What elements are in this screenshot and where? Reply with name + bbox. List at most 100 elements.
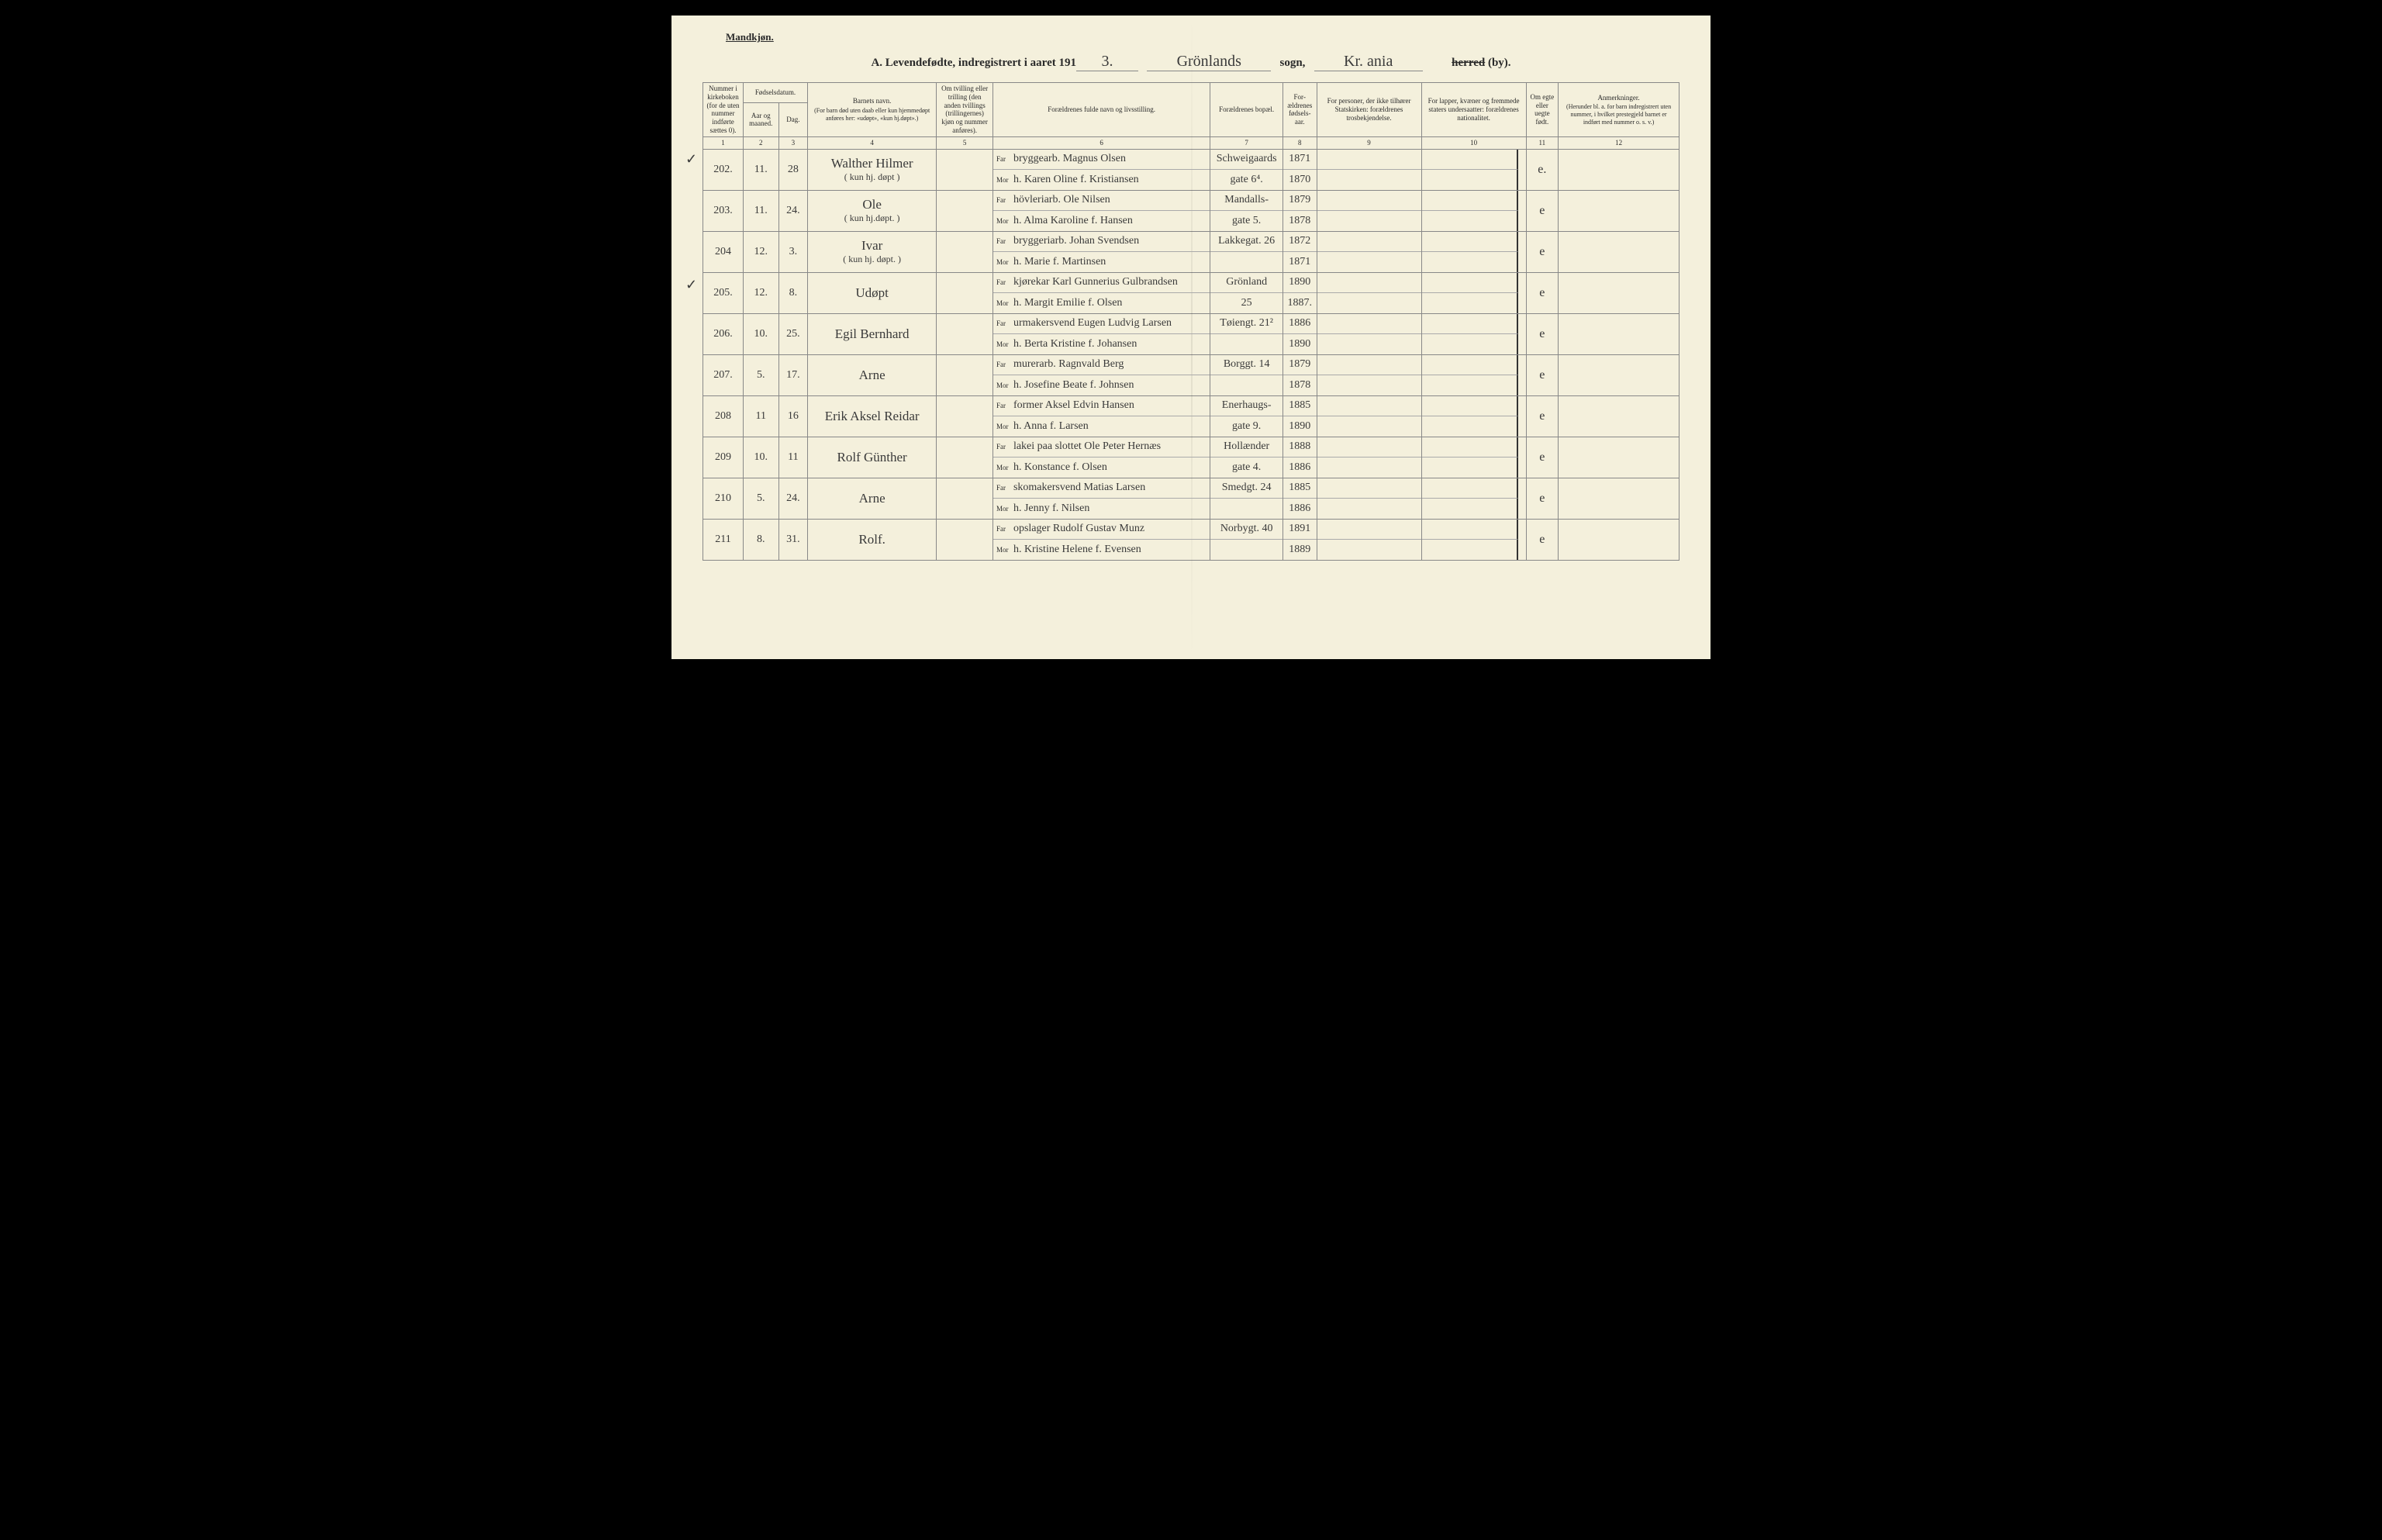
entry-residence: Enerhaugs- gate 9. — [1210, 395, 1282, 437]
entry-child-name: Rolf Günther — [808, 437, 937, 478]
col-header-legitimacy: Om egte eller uegte født. — [1526, 83, 1559, 137]
entry-mother: h. Anna f. Larsen — [1013, 420, 1089, 433]
entry-twin — [937, 519, 993, 560]
entry-legitimacy: e — [1526, 437, 1559, 478]
entry-confession — [1317, 231, 1421, 272]
entry-confession — [1317, 190, 1421, 231]
entry-month: 12. — [743, 272, 778, 313]
entry-parent-years: 1879 1878 — [1282, 354, 1317, 395]
table-row: 207. 5. 17. Arne Farmurerarb. Ragnvald B… — [703, 354, 1679, 395]
entry-remarks — [1559, 478, 1679, 519]
table-row: 211 8. 31. Rolf. Faropslager Rudolf Gust… — [703, 519, 1679, 560]
entry-day: 24. — [778, 190, 807, 231]
entry-parent-years: 1872 1871 — [1282, 231, 1317, 272]
entry-legitimacy: e — [1526, 190, 1559, 231]
entry-legitimacy: e — [1526, 395, 1559, 437]
entry-parent-years: 1885 1886 — [1282, 478, 1317, 519]
label-mor: Mor — [996, 176, 1013, 184]
entry-remarks — [1559, 437, 1679, 478]
entry-residence: Borggt. 14 — [1210, 354, 1282, 395]
entry-parents: Farkjørekar Karl Gunnerius Gulbrandsen M… — [992, 272, 1210, 313]
entry-number: 207. — [703, 354, 744, 395]
entry-twin — [937, 231, 993, 272]
label-mor: Mor — [996, 340, 1013, 348]
entry-father: urmakersvend Eugen Ludvig Larsen — [1013, 317, 1172, 330]
col-header-childname-top: Barnets navn. — [811, 97, 933, 105]
entry-number: 210 — [703, 478, 744, 519]
label-mor: Mor — [996, 258, 1013, 266]
entry-legitimacy: e — [1526, 231, 1559, 272]
colnum-8: 8 — [1282, 136, 1317, 149]
checkmark-icon: ✓ — [685, 277, 697, 293]
entry-nationality — [1421, 231, 1526, 272]
table-row: 209 10. 11 Rolf Günther Farlakei paa slo… — [703, 437, 1679, 478]
table-row: 202. 11. 28 Walther Hilmer ( kun hj. døp… — [703, 149, 1679, 190]
entry-year-mother: 1870 — [1289, 174, 1310, 186]
table-row: 204 12. 3. Ivar ( kun hj. døpt. ) Farbry… — [703, 231, 1679, 272]
entry-confession — [1317, 149, 1421, 190]
table-row: 208 11 16 Erik Aksel Reidar Farformer Ak… — [703, 395, 1679, 437]
entry-nationality — [1421, 437, 1526, 478]
entry-nationality — [1421, 519, 1526, 560]
label-far: Far — [996, 402, 1013, 409]
entry-remarks — [1559, 231, 1679, 272]
entry-residence: Hollænder gate 4. — [1210, 437, 1282, 478]
entry-father: lakei paa slottet Ole Peter Hernæs — [1013, 440, 1161, 453]
entry-twin — [937, 354, 993, 395]
entry-number: 211 — [703, 519, 744, 560]
entry-mother: h. Alma Karoline f. Hansen — [1013, 215, 1133, 227]
col-header-remarks: Anmerkninger. (Herunder bl. a. for barn … — [1559, 83, 1679, 137]
colnum-3: 3 — [778, 136, 807, 149]
entry-year-father: 1886 — [1289, 317, 1310, 330]
label-mor: Mor — [996, 382, 1013, 389]
label-far: Far — [996, 278, 1013, 286]
entry-nationality — [1421, 313, 1526, 354]
label-far: Far — [996, 525, 1013, 533]
entry-month: 10. — [743, 313, 778, 354]
register-page: Mandkjøn. A. Levendefødte, indregistrert… — [671, 16, 1711, 659]
col-header-remarks-sub: (Herunder bl. a. for barn indregistrert … — [1562, 103, 1676, 126]
colnum-11: 11 — [1526, 136, 1559, 149]
entry-mother: h. Karen Oline f. Kristiansen — [1013, 174, 1139, 186]
entry-child-name: Rolf. — [808, 519, 937, 560]
table-row: 210 5. 24. Arne Farskomakersvend Matias … — [703, 478, 1679, 519]
colnum-2: 2 — [743, 136, 778, 149]
entry-number: 202. — [703, 149, 744, 190]
colnum-7: 7 — [1210, 136, 1282, 149]
entry-twin — [937, 190, 993, 231]
entry-nationality — [1421, 272, 1526, 313]
entry-remarks — [1559, 354, 1679, 395]
entry-father: opslager Rudolf Gustav Munz — [1013, 523, 1144, 535]
entry-day: 8. — [778, 272, 807, 313]
page-title: A. Levendefødte, indregistrert i aaret 1… — [703, 53, 1679, 71]
entry-mother: h. Konstance f. Olsen — [1013, 461, 1107, 474]
entry-parent-years: 1886 1890 — [1282, 313, 1317, 354]
entry-confession — [1317, 354, 1421, 395]
entry-year-mother: 1886 — [1289, 502, 1310, 515]
label-mor: Mor — [996, 423, 1013, 430]
label-far: Far — [996, 443, 1013, 451]
entry-father: bryggeriarb. Johan Svendsen — [1013, 235, 1139, 247]
table-body: 202. 11. 28 Walther Hilmer ( kun hj. døp… — [703, 149, 1679, 560]
entry-nationality — [1421, 149, 1526, 190]
entry-nationality — [1421, 190, 1526, 231]
entry-father: skomakersvend Matias Larsen — [1013, 482, 1145, 494]
entry-residence: Smedgt. 24 — [1210, 478, 1282, 519]
label-mor: Mor — [996, 464, 1013, 471]
year-digit: 3. — [1076, 53, 1138, 71]
entry-twin — [937, 272, 993, 313]
entry-year-father: 1885 — [1289, 482, 1310, 494]
entry-day: 11 — [778, 437, 807, 478]
entry-child-name: Arne — [808, 354, 937, 395]
entry-mother: h. Jenny f. Nilsen — [1013, 502, 1089, 515]
entry-confession — [1317, 272, 1421, 313]
entry-day: 17. — [778, 354, 807, 395]
entry-legitimacy: e. — [1526, 149, 1559, 190]
col-header-day: Dag. — [778, 103, 807, 137]
col-header-childname-sub: (For barn død uten daab eller kun hjemme… — [811, 107, 933, 122]
entry-parent-years: 1890 1887. — [1282, 272, 1317, 313]
entry-parents: Farbryggearb. Magnus Olsen Morh. Karen O… — [992, 149, 1210, 190]
entry-father: murerarb. Ragnvald Berg — [1013, 358, 1124, 371]
place-name: Kr. ania — [1314, 53, 1423, 71]
entry-father: hövleriarb. Ole Nilsen — [1013, 194, 1110, 206]
